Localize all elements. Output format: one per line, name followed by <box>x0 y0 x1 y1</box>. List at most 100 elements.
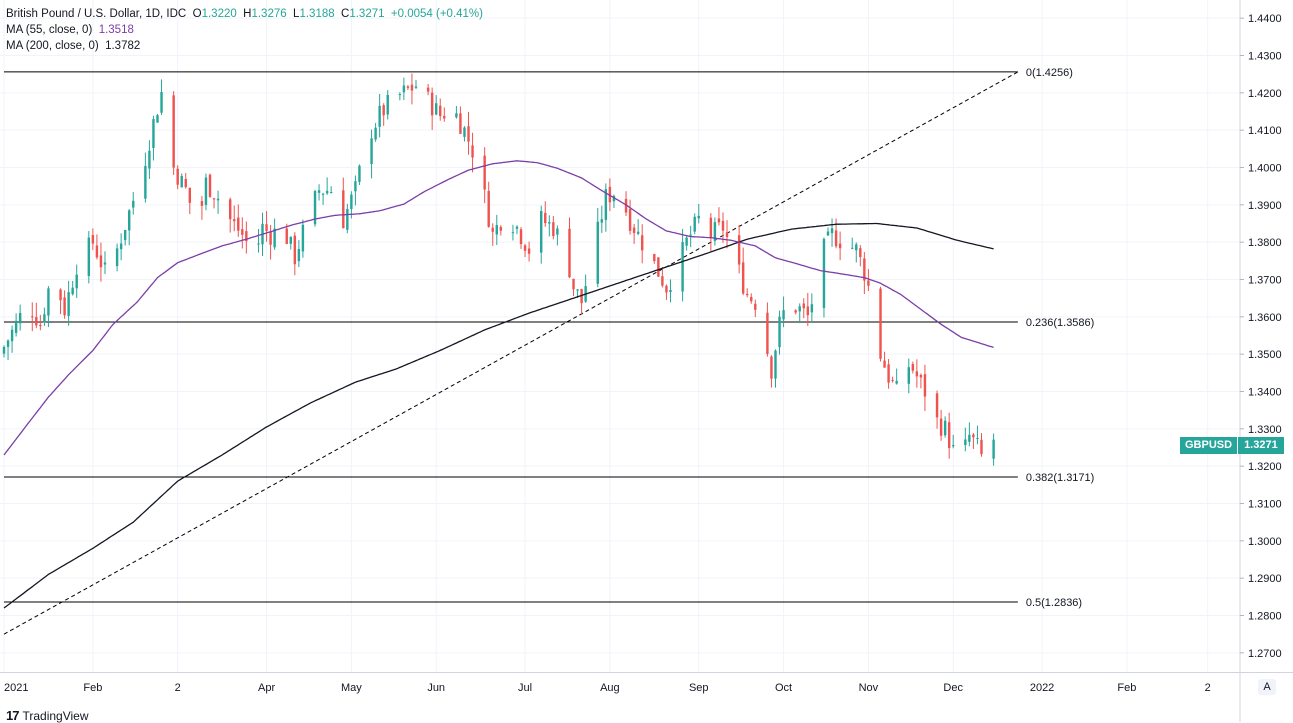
candle-body <box>216 198 220 201</box>
trendline[interactable] <box>3 71 1019 635</box>
price-axis[interactable]: 1.4400 1.4300 1.4200 1.4100 1.4000 1.3900 1.38… <box>1239 0 1282 722</box>
candle-body <box>346 208 349 230</box>
candle-body <box>980 439 983 455</box>
fib-level-label: 0.382(1.3171) <box>1026 472 1095 484</box>
candle-body <box>95 245 99 258</box>
candle-body <box>540 211 543 253</box>
fibonacci-levels[interactable]: 0(1.4256) 0.236(1.3586) 0.382(1.3171) 0.5(1… <box>4 67 1094 609</box>
candle-body <box>119 243 123 250</box>
candle-body <box>471 145 474 158</box>
candle-body <box>523 245 527 251</box>
candle-body <box>156 115 159 123</box>
price-tick-label: 1.3800 <box>1248 237 1282 249</box>
candle-body <box>519 229 523 245</box>
chart-legend: British Pound / U.S. Dollar, 1D, IDC O1.… <box>6 6 483 54</box>
candle-body <box>568 228 571 278</box>
candle-body <box>636 231 640 234</box>
candle-body <box>297 249 301 262</box>
candle-body <box>681 242 684 292</box>
candle-body <box>329 192 333 194</box>
candle-body <box>59 289 62 301</box>
candle-body <box>160 92 163 113</box>
candle-body <box>99 255 103 268</box>
candle-body <box>342 190 345 229</box>
candle-body <box>370 138 373 165</box>
candle-body <box>750 296 753 302</box>
candle-body <box>774 350 777 379</box>
candle-body <box>515 226 519 229</box>
candle-body <box>398 94 402 96</box>
price-tick-label: 1.2800 <box>1248 611 1282 623</box>
candle-body <box>838 243 842 249</box>
candle-body <box>604 189 608 220</box>
price-tick-label: 1.3900 <box>1248 200 1282 212</box>
candle-body <box>103 262 107 265</box>
ma200-legend-row[interactable]: MA (200, close, 0) 1.3782 <box>6 38 483 54</box>
candle-body <box>317 190 321 193</box>
candle-body <box>947 422 951 449</box>
candle-body <box>939 418 943 436</box>
candle-body <box>374 127 377 140</box>
candle-body <box>233 219 236 222</box>
candle-body <box>717 218 721 223</box>
candle-body <box>128 210 131 231</box>
candle-body <box>810 304 814 313</box>
candle-body <box>806 306 810 316</box>
time-tick-label: Jul <box>518 682 532 694</box>
candle-body <box>834 230 838 247</box>
price-tick-label: 1.3500 <box>1248 349 1282 361</box>
candle-body <box>721 220 725 231</box>
candle-body <box>879 288 882 359</box>
candle-body <box>67 292 70 316</box>
candle-body <box>685 237 688 246</box>
candle-body <box>766 312 769 355</box>
candle-body <box>770 356 773 379</box>
price-tick-label: 1.4300 <box>1248 51 1282 63</box>
candle-body <box>713 222 717 241</box>
candle-body <box>754 303 757 310</box>
candle-body <box>968 434 971 442</box>
candle-body <box>237 217 240 231</box>
candle-body <box>426 87 430 92</box>
tradingview-brand[interactable]: 17 TradingView <box>6 708 89 723</box>
auto-scale-button[interactable]: A <box>1258 679 1276 695</box>
candle-body <box>725 232 729 238</box>
candle-body <box>358 165 361 182</box>
candle-body <box>907 367 910 384</box>
candle-body <box>640 235 644 251</box>
close-value: 1.3271 <box>349 8 385 20</box>
candle-body <box>378 105 381 127</box>
candle-body <box>867 280 870 286</box>
price-tick-label: 1.3600 <box>1248 312 1282 324</box>
candle-body <box>499 226 503 231</box>
time-tick-label: Oct <box>775 682 792 694</box>
candle-body <box>972 434 975 438</box>
ma55-legend-row[interactable]: MA (55, close, 0) 1.3518 <box>6 22 483 38</box>
candle-body <box>228 199 232 220</box>
price-tick-label: 1.2900 <box>1248 573 1282 585</box>
price-tick-label: 1.4000 <box>1248 163 1282 175</box>
ma200-line <box>3 222 994 609</box>
candle-body <box>741 262 745 294</box>
candle-body <box>883 360 886 368</box>
candle-body <box>47 288 50 316</box>
candle-body <box>863 258 866 281</box>
candle-body <box>14 320 18 333</box>
price-tick-label: 1.4400 <box>1248 13 1282 25</box>
candle-body <box>285 228 288 244</box>
time-tick-label: Dec <box>943 682 963 694</box>
candle-body <box>527 248 531 254</box>
candle-body <box>152 119 155 149</box>
candle-body <box>241 229 244 235</box>
price-tick-label: 1.3400 <box>1248 387 1282 399</box>
dashed-trendline[interactable] <box>3 71 1019 635</box>
candle-body <box>935 393 939 418</box>
candle-body <box>434 103 438 115</box>
time-tick-label: Feb <box>83 682 102 694</box>
candle-body <box>709 217 713 238</box>
time-axis[interactable]: 2021 Feb 2 Apr May Jun Jul Aug Sep Oct Nov Dec 2022 F… <box>4 682 1211 694</box>
time-tick-label: Jun <box>427 682 445 694</box>
price-tick-label: 1.3700 <box>1248 275 1282 287</box>
price-tick-label: 1.3100 <box>1248 499 1282 511</box>
